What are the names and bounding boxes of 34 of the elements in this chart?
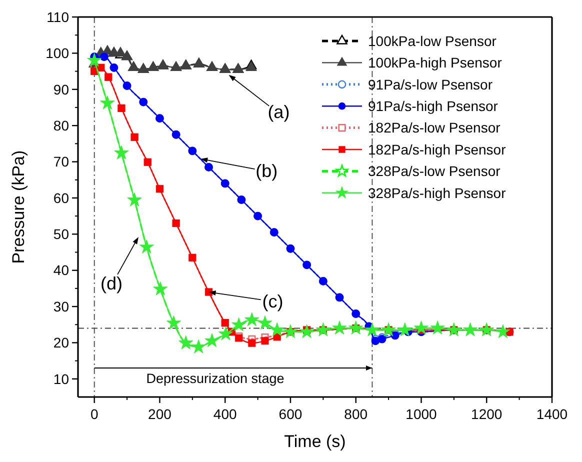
x-tick-label: 200 xyxy=(148,406,172,422)
y-tick-label: 30 xyxy=(53,298,70,314)
x-axis-title: Time (s) xyxy=(284,432,346,451)
annotation: (b) xyxy=(256,161,278,182)
y-tick-label: 100 xyxy=(46,45,70,62)
y-tick-label: 80 xyxy=(53,117,70,134)
x-tick-label: 0 xyxy=(90,406,98,422)
legend-label: 100kPa-low Psensor xyxy=(368,32,497,49)
y-axis-title: Pressure (kPa) xyxy=(9,150,28,264)
y-tick-label: 110 xyxy=(46,8,70,25)
x-tick-label: 400 xyxy=(213,406,237,422)
legend-label: 328Pa/s-low Psensor xyxy=(368,163,501,180)
legend-label: 182Pa/s-high Psensor xyxy=(368,141,506,158)
x-tick-label: 800 xyxy=(344,406,368,422)
x-tick-label: 1000 xyxy=(406,406,438,422)
x-tick-label: 600 xyxy=(278,406,302,422)
y-tick-label: 10 xyxy=(53,370,70,387)
legend-label: 91Pa/s-high Psensor xyxy=(368,98,498,114)
x-tick-label: 1200 xyxy=(471,406,502,422)
x-tick-label: 1400 xyxy=(536,406,568,422)
legend-label: 328Pa/s-high Psensor xyxy=(368,184,506,201)
annotation: (d) xyxy=(100,273,122,294)
legend-label: 100kPa-high Psensor xyxy=(368,54,502,71)
y-tick-label: 60 xyxy=(53,190,70,206)
y-tick-label: 90 xyxy=(53,81,70,98)
y-tick-label: 70 xyxy=(53,154,70,170)
legend-label: 182Pa/s-low Psensor xyxy=(368,120,501,136)
annotation: (c) xyxy=(262,291,284,312)
y-tick-label: 20 xyxy=(53,334,70,351)
annotation: (a) xyxy=(268,102,290,122)
y-tick-label: 40 xyxy=(53,262,70,278)
y-tick-label: 50 xyxy=(53,226,70,242)
legend-label: 91Pa/s-low Psensor xyxy=(368,76,493,92)
annotation: Depressurization stage xyxy=(146,371,284,386)
